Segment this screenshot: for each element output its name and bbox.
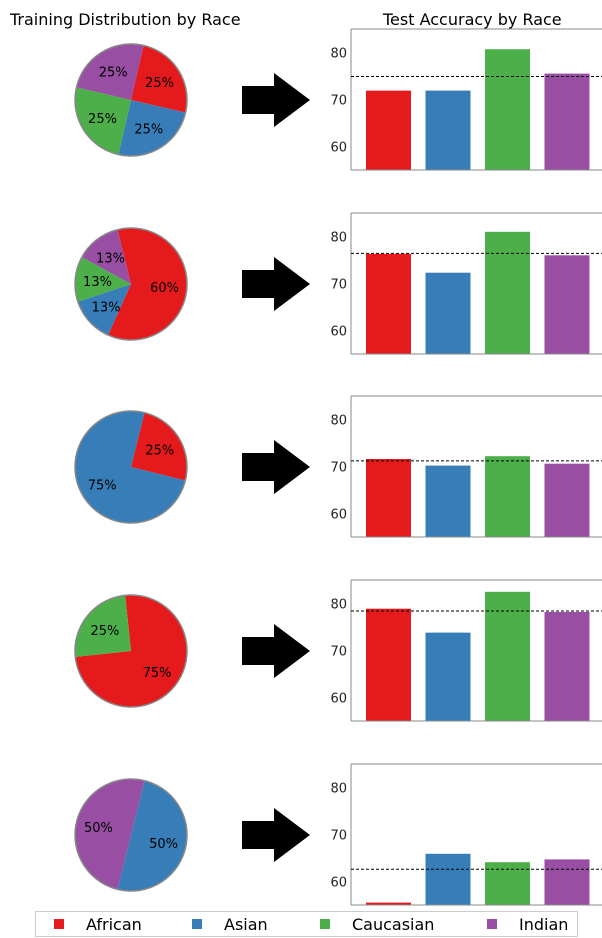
pie-2-slice-african [108,227,187,340]
pie-5-label-asian: 50% [149,837,178,852]
bar-chart-4-bar-african [366,608,411,721]
arrow-4-icon [242,624,310,678]
pie-1-slice-african [131,45,187,113]
pie-2-outline [74,227,188,341]
bar-chart-2-bar-asian [425,272,471,354]
bar-chart-2-ytick-60: 60 [330,325,347,340]
bar-chart-5-ytick-80: 80 [330,782,347,797]
legend-swatch-african [54,918,64,929]
pie-1-slice-indian [76,44,144,100]
bar-chart-3-ytick-80: 80 [330,414,347,429]
arrow-1-icon [242,73,310,127]
pie-1-slice-asian [118,100,186,156]
legend-item-indian: Indian [487,915,568,934]
bar-chart-4-bar-indian [544,612,590,721]
legend-item-african: African [54,915,142,934]
pie-2-label-caucasian: 13% [83,275,112,290]
legend-item-caucasian: Caucasian [320,915,434,934]
bar-chart-1-bar-african [366,90,411,170]
right-column-title: Test Accuracy by Race [383,10,562,29]
pie-2-slice-indian [81,229,131,284]
pie-4-outline [74,594,188,708]
pie-1-label-caucasian: 25% [88,112,117,127]
legend-swatch-caucasian [320,918,330,929]
bar-chart-4-bar-asian [425,632,471,721]
bar-chart-3-bar-asian [425,465,471,537]
bar-chart-5-bar-caucasian [485,862,530,905]
legend-label-indian: Indian [519,915,569,934]
pie-5-slice-asian [117,780,188,892]
pie-1-slice-caucasian [75,87,131,155]
pie-1-label-indian: 25% [99,66,128,81]
arrow-5-icon [242,808,310,862]
bar-chart-2-ytick-80: 80 [330,231,347,246]
legend-swatch-asian [192,918,202,929]
bar-chart-2-bar-african [366,253,411,354]
bar-chart-5-ytick-70: 70 [330,829,347,844]
bar-chart-1-ytick-70: 70 [330,94,347,109]
bar-chart-1-ytick-80: 80 [330,47,347,62]
pie-2-slice-caucasian [74,257,131,302]
bar-chart-3-bar-caucasian [485,456,530,537]
bar-chart-2-bar-indian [544,255,590,354]
bar-chart-1-bar-asian [425,90,471,170]
pie-3-slice-african [131,412,188,481]
bar-chart-4-ytick-80: 80 [330,598,347,613]
legend-label-asian: Asian [224,915,268,934]
bar-chart-5-ytick-60: 60 [330,876,347,891]
bar-chart-3-bar-african [366,459,411,537]
bar-chart-4-ytick-60: 60 [330,692,347,707]
pie-4-label-african: 75% [143,666,172,681]
legend-label-caucasian: Caucasian [352,915,435,934]
arrow-3-icon [242,440,310,494]
legend-item-asian: Asian [192,915,268,934]
pie-3-label-asian: 75% [88,478,117,493]
bar-chart-5-bar-indian [544,859,590,905]
pie-5-outline [74,778,188,892]
bar-chart-1-ytick-60: 60 [330,141,347,156]
pie-3-outline [74,410,188,524]
pie-4-label-caucasian: 25% [90,624,119,639]
left-column-title: Training Distribution by Race [10,10,241,29]
pie-2-label-indian: 13% [96,251,125,266]
arrow-2-icon [242,257,310,311]
pie-4-slice-african [75,595,188,708]
legend-swatch-indian [487,918,497,929]
bar-chart-3-ytick-60: 60 [330,508,347,523]
bar-chart-1-bar-caucasian [485,49,530,171]
legend: African Asian Caucasian Indian [35,911,578,937]
bar-chart-4-ytick-70: 70 [330,645,347,660]
bar-chart-3-ytick-70: 70 [330,461,347,476]
legend-label-african: African [86,915,142,934]
bar-chart-5-bar-african [366,902,411,905]
bar-chart-1-bar-indian [544,73,590,170]
pie-3-slice-asian [75,410,186,523]
pie-1-label-african: 25% [145,76,174,91]
bar-chart-2-bar-caucasian [485,231,530,354]
bar-chart-4-bar-caucasian [485,591,530,722]
pie-1-outline [74,43,188,157]
bar-chart-5-bar-asian [425,853,471,905]
pie-1-label-asian: 25% [134,123,163,138]
pie-5-slice-indian [74,778,145,890]
pie-3-label-african: 25% [145,444,174,459]
pie-2-label-asian: 13% [92,301,121,316]
pie-5-label-indian: 50% [84,821,113,836]
pie-4-slice-caucasian [75,595,131,657]
bar-chart-3-bar-indian [544,463,590,537]
bar-chart-2-ytick-70: 70 [330,278,347,293]
pie-2-label-african: 60% [150,281,179,296]
